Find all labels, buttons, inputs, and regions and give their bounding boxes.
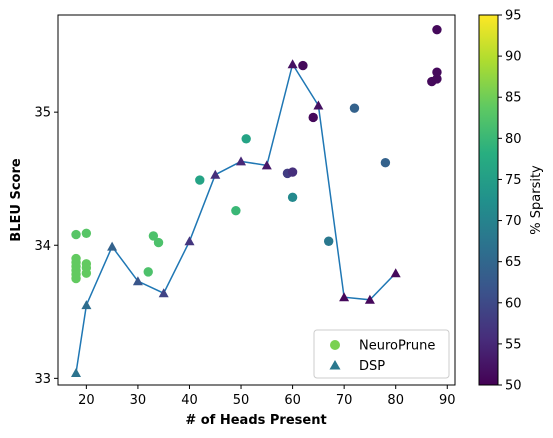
dsp-point — [158, 288, 169, 298]
neuroprune-point — [287, 167, 298, 177]
colorbar-tick-label: 50 — [505, 379, 522, 394]
neuroprune-point — [71, 273, 81, 284]
neuroprune-point — [153, 237, 164, 248]
data-marks — [71, 24, 442, 377]
legend-dsp-label: DSP — [359, 359, 385, 374]
colorbar-tick-label: 75 — [505, 173, 522, 188]
y-tick-label: 35 — [34, 106, 51, 121]
x-axis-label: # of Heads Present — [185, 413, 326, 428]
neuroprune-point — [143, 267, 153, 277]
x-tick-label: 70 — [336, 393, 353, 408]
x-tick-label: 30 — [130, 393, 147, 408]
dsp-point — [390, 268, 401, 278]
x-tick-label: 20 — [78, 393, 95, 408]
neuroprune-point — [287, 192, 298, 203]
dsp-point — [107, 241, 118, 251]
dsp-point — [132, 276, 143, 286]
neuroprune-point — [231, 205, 241, 216]
colorbar-gradient — [478, 14, 499, 386]
neuroprune-point — [432, 74, 442, 84]
colorbar-tick-label: 65 — [505, 255, 522, 270]
dsp-line — [75, 62, 397, 374]
colorbar-tick-label: 55 — [505, 337, 522, 352]
legend-neuroprune-marker — [330, 340, 340, 350]
legend-frame — [313, 329, 450, 379]
dsp-point — [210, 169, 221, 179]
x-tick-label: 60 — [284, 393, 301, 408]
colorbar-ticks: 50 55 60 65 70 75 80 85 90 95 — [498, 9, 522, 394]
colorbar-tick-label: 80 — [505, 132, 522, 147]
neuroprune-point — [432, 67, 442, 77]
neuroprune-point — [148, 231, 159, 241]
legend-dsp-marker — [329, 360, 341, 370]
dsp-point — [261, 160, 272, 170]
neuroprune-point — [195, 175, 205, 185]
plot-frame — [57, 14, 456, 386]
dsp-point — [287, 59, 298, 69]
dsp-point — [71, 368, 81, 377]
colorbar-label: % Sparsity — [529, 165, 544, 235]
dsp-point — [184, 236, 195, 246]
neuroprune-point — [241, 134, 251, 144]
neuroprune-point — [81, 268, 92, 278]
y-tick-label: 33 — [34, 372, 51, 387]
neuroprune-point — [432, 24, 442, 35]
x-tick-label: 90 — [439, 393, 456, 408]
neuroprune-point — [81, 228, 92, 238]
neuroprune-point — [380, 158, 391, 168]
legend-neuroprune-label: NeuroPrune — [359, 339, 435, 354]
colorbar-tick-label: 95 — [505, 9, 522, 24]
colorbar-tick-label: 90 — [505, 50, 522, 65]
colorbar: 50 55 60 65 70 75 80 85 90 95 % Sparsity — [478, 9, 544, 394]
y-axis-label: BLEU Score — [9, 158, 24, 242]
colorbar-tick-label: 85 — [505, 91, 522, 106]
dsp-point — [339, 292, 350, 302]
legend: NeuroPrune DSP — [313, 329, 450, 379]
dsp-point — [81, 300, 92, 310]
x-tick-label: 80 — [387, 393, 404, 408]
colorbar-tick-label: 70 — [505, 214, 522, 229]
y-axis: 33 34 35 — [34, 106, 58, 387]
neuroprune-point — [308, 112, 318, 123]
y-tick-label: 34 — [34, 239, 51, 254]
colorbar-tick-label: 60 — [505, 296, 522, 311]
dsp-point — [313, 100, 324, 110]
neuroprune-point — [349, 103, 360, 113]
neuroprune-point — [323, 236, 334, 246]
neuroprune-point — [71, 229, 81, 240]
neuroprune-point — [298, 60, 308, 71]
dsp-point — [364, 294, 375, 304]
x-axis: 20 30 40 50 60 70 80 90 — [78, 385, 456, 408]
dsp-point — [236, 156, 246, 166]
x-tick-label: 40 — [181, 393, 198, 408]
plot-area: 20 30 40 50 60 70 80 90 33 34 35 — [34, 14, 456, 408]
x-tick-label: 50 — [233, 393, 250, 408]
